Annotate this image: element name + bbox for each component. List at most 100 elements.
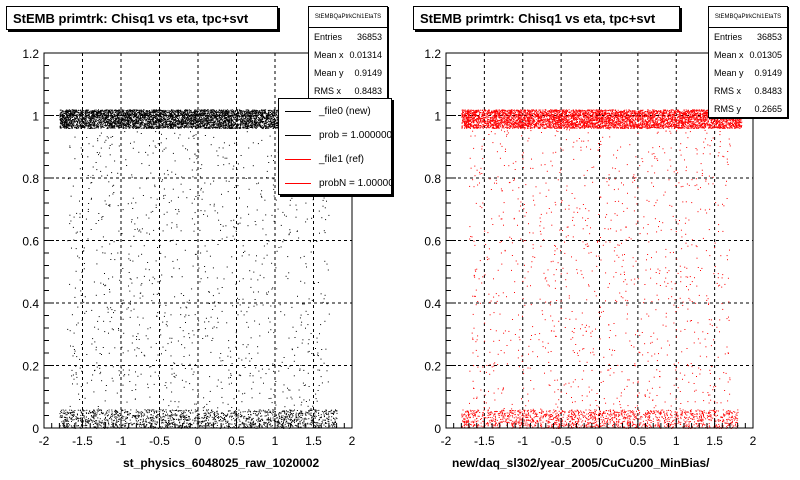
- data-point: [175, 119, 177, 121]
- data-point: [177, 113, 178, 115]
- data-point: [252, 113, 253, 115]
- data-point: [218, 119, 220, 121]
- data-point: [138, 126, 140, 128]
- data-point: [221, 119, 223, 121]
- data-point: [85, 116, 87, 117]
- data-point: [209, 121, 211, 123]
- data-point: [187, 127, 189, 129]
- data-point: [110, 118, 112, 119]
- data-point: [79, 121, 81, 123]
- data-point: [159, 112, 161, 114]
- data-point: [255, 123, 257, 125]
- data-point: [190, 116, 192, 118]
- data-point: [201, 116, 202, 118]
- data-point: [246, 120, 248, 122]
- data-point: [231, 115, 233, 117]
- data-point: [95, 127, 97, 129]
- data-point: [59, 118, 61, 120]
- data-point: [149, 112, 151, 113]
- data-point: [70, 112, 72, 114]
- data-point: [69, 116, 71, 118]
- data-point: [153, 115, 155, 117]
- data-point: [213, 113, 215, 115]
- data-point: [99, 113, 101, 115]
- data-point: [113, 115, 115, 117]
- data-point: [60, 127, 62, 129]
- data-point: [70, 123, 72, 125]
- data-point: [265, 124, 267, 126]
- data-point: [222, 118, 224, 120]
- data-point: [207, 111, 209, 113]
- data-point: [72, 116, 73, 118]
- data-point: [106, 124, 108, 126]
- data-point: [203, 116, 205, 118]
- data-point: [244, 127, 246, 129]
- data-point: [188, 118, 190, 120]
- data-point: [258, 114, 260, 116]
- data-point: [216, 116, 218, 118]
- data-point: [257, 126, 258, 128]
- data-point: [132, 110, 134, 112]
- data-point: [221, 117, 222, 119]
- data-point: [101, 117, 103, 119]
- data-point: [83, 117, 85, 119]
- data-point: [87, 127, 89, 129]
- data-point: [103, 111, 105, 113]
- data-point: [241, 110, 243, 112]
- data-point: [162, 127, 164, 129]
- data-point: [110, 115, 112, 117]
- data-point: [213, 114, 215, 116]
- data-point: [191, 123, 193, 125]
- data-point: [107, 126, 108, 128]
- data-point: [194, 109, 196, 111]
- data-point: [247, 127, 248, 129]
- data-point: [112, 117, 114, 119]
- data-point: [151, 119, 153, 121]
- data-point: [269, 125, 270, 127]
- data-point: [177, 123, 179, 125]
- data-point: [197, 121, 199, 123]
- data-point: [246, 118, 248, 120]
- data-point: [211, 118, 213, 120]
- data-point: [237, 110, 238, 112]
- data-point: [142, 110, 144, 112]
- data-point: [91, 112, 93, 114]
- data-point: [119, 115, 121, 116]
- data-point: [252, 115, 254, 117]
- data-point: [212, 112, 214, 114]
- data-point: [215, 116, 217, 118]
- data-point: [189, 118, 191, 120]
- data-point: [116, 124, 118, 126]
- data-point: [248, 120, 250, 122]
- data-point: [233, 117, 235, 118]
- data-point: [96, 116, 98, 118]
- data-point: [199, 123, 201, 125]
- data-point: [161, 122, 163, 124]
- data-point: [64, 127, 66, 129]
- data-point: [124, 121, 126, 123]
- data-point: [160, 119, 162, 121]
- data-point: [266, 117, 268, 118]
- data-point: [199, 116, 201, 118]
- data-point: [160, 114, 162, 116]
- data-point: [194, 125, 196, 127]
- data-point: [247, 123, 248, 125]
- data-point: [160, 124, 162, 126]
- data-point: [84, 115, 86, 117]
- data-point: [119, 121, 121, 123]
- data-point: [103, 127, 105, 128]
- data-point: [209, 127, 211, 129]
- data-point: [247, 109, 249, 111]
- data-point: [134, 126, 136, 128]
- data-point: [270, 110, 272, 112]
- data-point: [180, 113, 182, 114]
- data-point: [186, 121, 188, 123]
- data-point: [64, 118, 66, 120]
- data-point: [128, 119, 130, 121]
- data-point: [165, 124, 167, 126]
- data-point: [258, 120, 260, 122]
- data-point: [207, 115, 209, 117]
- data-point: [105, 110, 107, 112]
- data-point: [128, 127, 130, 129]
- data-point: [86, 116, 88, 118]
